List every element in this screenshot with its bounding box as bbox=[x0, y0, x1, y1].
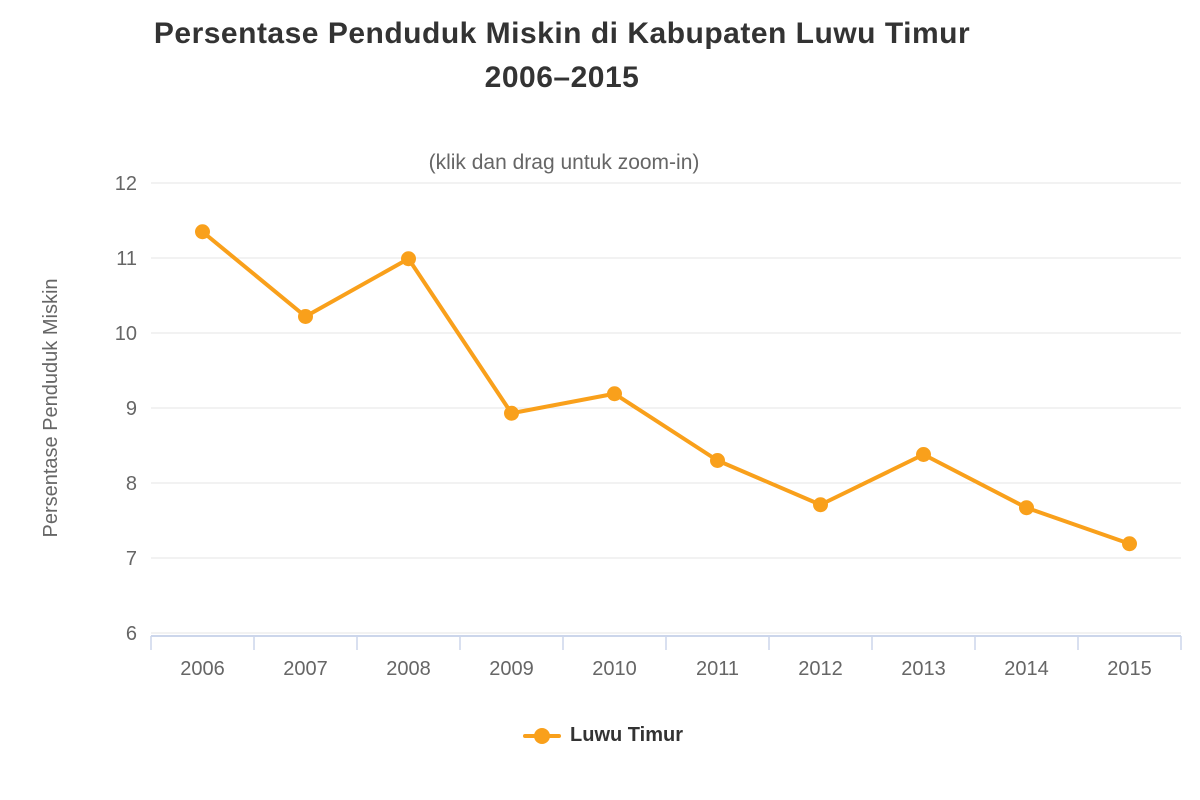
x-axis-tick-label: 2014 bbox=[1004, 658, 1049, 680]
x-axis-tick-label: 2013 bbox=[901, 658, 946, 680]
data-point-marker[interactable] bbox=[195, 224, 210, 240]
chart-title-line2: 2006–2015 bbox=[484, 61, 640, 94]
y-axis-tick-label: 12 bbox=[115, 173, 137, 195]
legend-label: Luwu Timur bbox=[570, 724, 683, 746]
x-axis-tick-label: 2010 bbox=[592, 658, 637, 680]
chart-title-line1: Persentase Penduduk Miskin di Kabupaten … bbox=[153, 17, 971, 50]
x-axis-tick-label: 2008 bbox=[386, 658, 431, 680]
x-axis-tick-label: 2012 bbox=[798, 658, 843, 680]
data-point-marker[interactable] bbox=[401, 251, 416, 267]
y-axis-tick-label: 6 bbox=[126, 623, 137, 645]
data-point-marker[interactable] bbox=[504, 405, 519, 421]
y-axis-title: Persentase Penduduk Miskin bbox=[40, 278, 62, 537]
data-point-marker[interactable] bbox=[710, 453, 725, 468]
x-axis-tick-label: 2009 bbox=[489, 658, 534, 680]
y-axis-tick-label: 11 bbox=[116, 248, 137, 270]
data-point-marker[interactable] bbox=[1019, 500, 1034, 516]
x-axis-tick-label: 2007 bbox=[283, 658, 328, 680]
data-point-marker[interactable] bbox=[916, 447, 931, 462]
series-line bbox=[200, 229, 1132, 546]
y-axis-tick-label: 8 bbox=[126, 473, 137, 495]
data-point-marker[interactable] bbox=[1122, 536, 1137, 552]
y-axis-tick-label: 9 bbox=[126, 398, 137, 420]
chart-subtitle: (klik dan drag untuk zoom-in) bbox=[428, 151, 700, 174]
data-point-marker[interactable] bbox=[607, 386, 622, 402]
x-axis-tick-label: 2015 bbox=[1107, 658, 1152, 680]
plot-area[interactable] bbox=[151, 183, 1181, 633]
legend: Luwu Timur bbox=[0, 724, 1200, 747]
series-line-marker-icon bbox=[523, 727, 562, 745]
legend-item-luwu-timur[interactable]: Luwu Timur bbox=[523, 724, 683, 747]
x-axis-tick-label: 2006 bbox=[180, 658, 225, 680]
y-axis-tick-label: 10 bbox=[115, 323, 137, 345]
y-axis-tick-label: 7 bbox=[126, 548, 137, 570]
chart-title: Persentase Penduduk Miskin di Kabupaten … bbox=[0, 12, 1124, 100]
data-point-marker[interactable] bbox=[813, 497, 828, 513]
x-axis-tick-label: 2011 bbox=[696, 658, 739, 680]
data-point-marker[interactable] bbox=[298, 309, 313, 324]
